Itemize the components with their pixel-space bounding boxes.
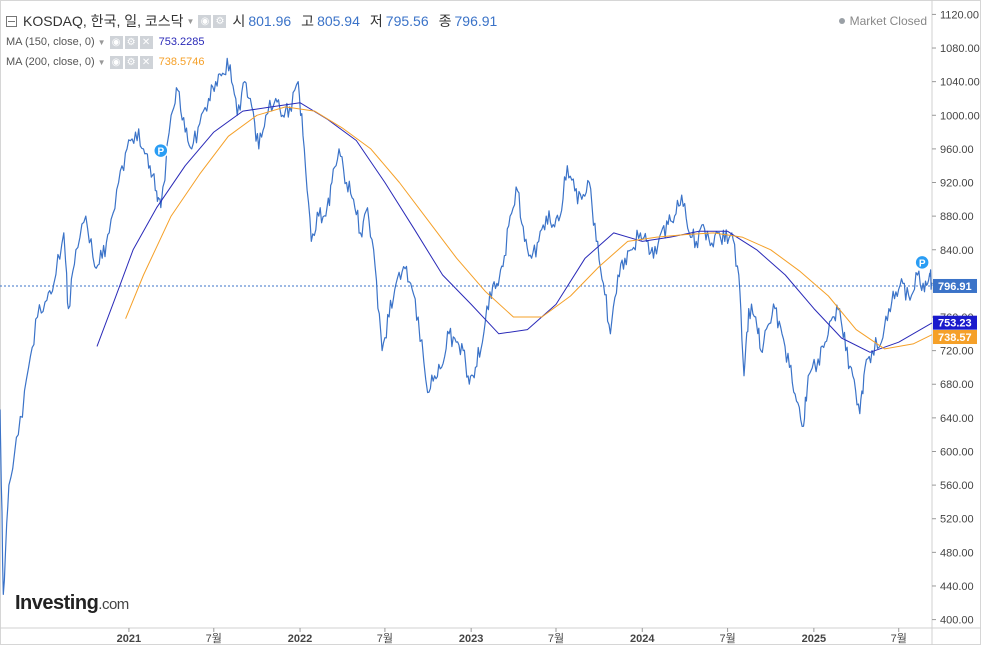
x-tick-label: 7월 — [719, 632, 735, 645]
x-tick-label: 2022 — [288, 633, 312, 645]
y-tick-label: 560.00 — [940, 480, 974, 492]
x-tick-label: 2021 — [117, 633, 141, 645]
high-label: 고 — [301, 13, 315, 29]
open-value: 801.96 — [248, 13, 292, 29]
y-tick-label: 520.00 — [940, 514, 974, 526]
investing-logo: Investing.com — [15, 592, 129, 615]
y-tick-label: 1120.00 — [940, 9, 979, 21]
eye-icon[interactable]: ◉ — [198, 14, 212, 28]
x-tick-label: 7월 — [206, 632, 222, 645]
ma200-row: MA (200, close, 0) ▼ ◉ ⚙ ✕ 738.5746 — [6, 52, 507, 72]
chevron-down-icon[interactable]: ▼ — [97, 57, 106, 67]
price-tag-label: 796.91 — [938, 281, 972, 293]
x-tick-label: 7월 — [377, 632, 393, 645]
symbol-controls: ◉ ⚙ — [198, 14, 227, 28]
series-line-ma150 — [96, 102, 933, 353]
y-tick-label: 920.00 — [940, 178, 974, 190]
collapse-icon[interactable] — [6, 15, 17, 27]
y-tick-label: 1080.00 — [940, 43, 980, 55]
event-marker-label: P — [919, 258, 926, 269]
market-status: Market Closed — [838, 14, 927, 28]
gear-icon[interactable]: ⚙ — [213, 14, 227, 28]
x-tick-label: 2025 — [802, 633, 826, 645]
gear-icon[interactable]: ⚙ — [124, 35, 138, 49]
series-line-ma200 — [125, 106, 933, 350]
eye-icon[interactable]: ◉ — [109, 35, 123, 49]
market-status-text: Market Closed — [849, 14, 927, 28]
logo-name: Investing — [15, 592, 99, 614]
price-tag-price — [933, 278, 977, 293]
ma150-row: MA (150, close, 0) ▼ ◉ ⚙ ✕ 753.2285 — [6, 32, 507, 52]
symbol-row: KOSDAQ, 한국, 일, 코스닥 ▼ ◉ ⚙ 시 801.96 고 805.94 … — [6, 10, 507, 32]
low-value: 795.56 — [385, 13, 429, 29]
y-tick-label: 480.00 — [940, 547, 974, 559]
high-value: 805.94 — [317, 13, 360, 29]
status-dot-icon — [838, 18, 845, 24]
open-label: 시 — [232, 13, 246, 29]
chevron-down-icon[interactable]: ▼ — [186, 16, 195, 26]
y-tick-label: 840.00 — [940, 245, 974, 257]
price-tag-label: 738.57 — [938, 332, 972, 344]
logo-suffix: .com — [98, 596, 129, 613]
y-tick-label: 880.00 — [940, 211, 974, 223]
price-tag-label: 753.23 — [938, 318, 972, 330]
x-tick-label: 2023 — [459, 633, 483, 645]
x-tick-label: 7월 — [891, 632, 907, 645]
y-tick-label: 600.00 — [940, 446, 974, 458]
close-label: 종 — [438, 13, 452, 29]
ma200-controls: ◉ ⚙ ✕ — [109, 55, 153, 69]
event-marker — [914, 254, 930, 271]
x-tick-label: 7월 — [548, 632, 564, 645]
event-marker — [153, 142, 169, 159]
close-icon[interactable]: ✕ — [139, 35, 153, 49]
x-tick-label: 2024 — [630, 633, 655, 645]
y-tick-label: 640.00 — [940, 413, 974, 425]
eye-icon[interactable]: ◉ — [109, 55, 123, 69]
y-tick-label: 400.00 — [940, 615, 974, 627]
price-tag-ma150 — [933, 315, 977, 330]
low-label: 저 — [369, 13, 383, 29]
gear-icon[interactable]: ⚙ — [124, 55, 138, 69]
event-marker-label: P — [157, 147, 164, 158]
ma150-label: MA (150, close, 0) — [6, 36, 95, 48]
ma150-controls: ◉ ⚙ ✕ — [109, 35, 153, 49]
series-line-price — [0, 57, 933, 596]
y-tick-label: 1000.00 — [940, 110, 980, 122]
close-value: 796.91 — [454, 13, 498, 29]
chart-legend: KOSDAQ, 한국, 일, 코스닥 ▼ ◉ ⚙ 시 801.96 고 805.94 … — [6, 10, 507, 72]
price-tag-ma200 — [933, 330, 977, 345]
chevron-down-icon[interactable]: ▼ — [97, 37, 106, 47]
ma200-value: 738.5746 — [158, 56, 205, 68]
y-tick-label: 440.00 — [940, 581, 974, 593]
close-icon[interactable]: ✕ — [139, 55, 153, 69]
ma150-value: 753.2285 — [158, 36, 205, 48]
y-tick-label: 960.00 — [940, 144, 974, 156]
y-tick-label: 680.00 — [940, 379, 974, 391]
y-tick-label: 720.00 — [940, 346, 974, 358]
ma200-label: MA (200, close, 0) — [6, 56, 95, 68]
symbol-name: KOSDAQ, 한국, 일, 코스닥 — [23, 13, 184, 29]
y-tick-label: 1040.00 — [940, 77, 980, 89]
